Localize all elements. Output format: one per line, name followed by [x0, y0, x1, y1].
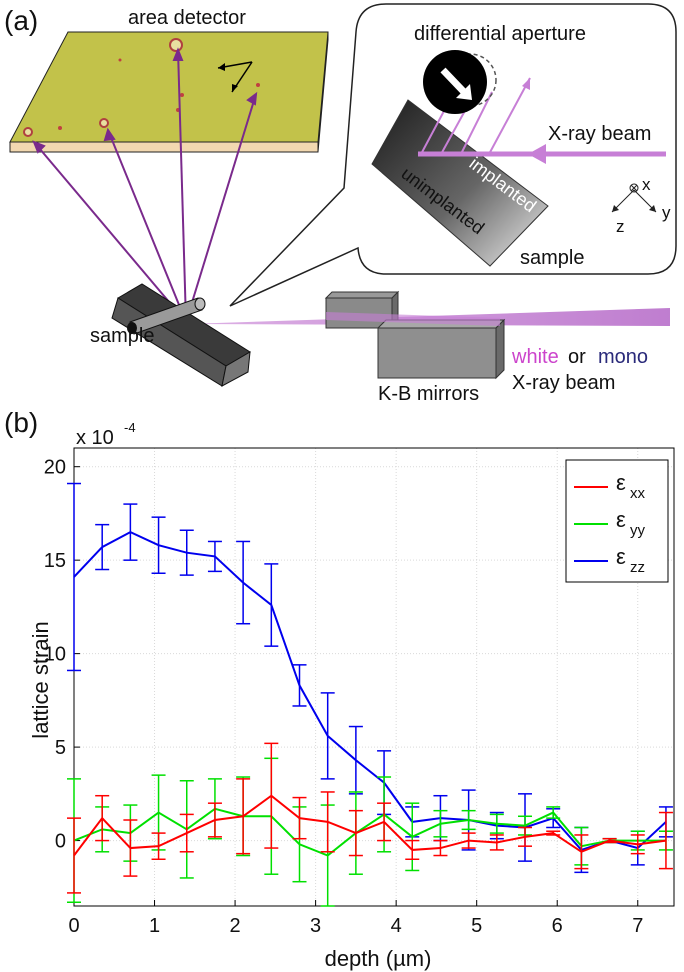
- y-tick-label: 0: [55, 831, 66, 853]
- legend-symbol-xx: ε: [616, 470, 626, 495]
- x-tick-label: 4: [391, 915, 402, 937]
- y-tick-label: 5: [55, 737, 66, 759]
- x-tick-label: 7: [632, 915, 643, 937]
- y-tick-label: 10: [44, 644, 66, 666]
- series-xx: [67, 742, 673, 894]
- series-yy: [67, 757, 673, 907]
- area-detector-label: area detector: [128, 7, 246, 29]
- x-axis-title: depth (µm): [325, 946, 432, 971]
- area-detector: [9, 31, 329, 153]
- legend-sub-yy: yy: [630, 522, 646, 539]
- sample-stage: [111, 283, 251, 387]
- plot-frame: [73, 447, 675, 907]
- white-label: white: [511, 346, 559, 368]
- x-tick-label: 3: [310, 915, 321, 937]
- diffracted-rays: [32, 47, 258, 323]
- y-scale-label: x 10: [76, 427, 114, 449]
- inset-sample-label: sample: [520, 247, 584, 269]
- legend-sub-zz: zz: [630, 559, 645, 576]
- axis-ticks: 0 5 10 15 20 0 1 2 3 4 5 6 7: [44, 457, 644, 937]
- x-tick-label: 5: [471, 915, 482, 937]
- inset-xray-beam-label: X-ray beam: [548, 123, 651, 145]
- axis-x-label: x: [642, 175, 651, 194]
- inset-sample-block: [371, 99, 549, 267]
- x-tick-label: 1: [149, 915, 160, 937]
- mono-label: mono: [598, 346, 648, 368]
- or-label: or: [568, 346, 586, 368]
- legend-sub-xx: xx: [630, 485, 646, 502]
- y-axis-title: lattice strain: [28, 621, 53, 738]
- axis-y-label: y: [662, 203, 671, 222]
- panel-a-label: (a): [4, 5, 38, 36]
- aperture-icon: [423, 50, 497, 114]
- legend-symbol-zz: ε: [616, 544, 626, 569]
- kb-mirrors: [324, 290, 506, 380]
- axis-triad: [611, 183, 657, 213]
- xray-beam-label: X-ray beam: [512, 372, 615, 394]
- panel-b-label: (b): [4, 407, 38, 438]
- axis-z-label: z: [616, 217, 625, 236]
- legend: ε xx ε yy ε zz: [565, 459, 669, 583]
- sample-label: sample: [90, 325, 154, 347]
- series-line-xx: [73, 794, 667, 857]
- chart-series: [67, 482, 673, 907]
- y-tick-label: 20: [44, 457, 66, 479]
- y-scale-exponent: -4: [124, 420, 136, 435]
- x-tick-label: 6: [552, 915, 563, 937]
- kb-mirrors-label: K-B mirrors: [378, 383, 479, 405]
- x-tick-label: 0: [68, 915, 79, 937]
- legend-symbol-yy: ε: [616, 507, 626, 532]
- series-line-zz: [73, 531, 667, 852]
- y-tick-label: 15: [44, 550, 66, 572]
- series-line-yy: [73, 807, 666, 857]
- x-tick-label: 2: [230, 915, 241, 937]
- differential-aperture-label: differential aperture: [414, 23, 586, 45]
